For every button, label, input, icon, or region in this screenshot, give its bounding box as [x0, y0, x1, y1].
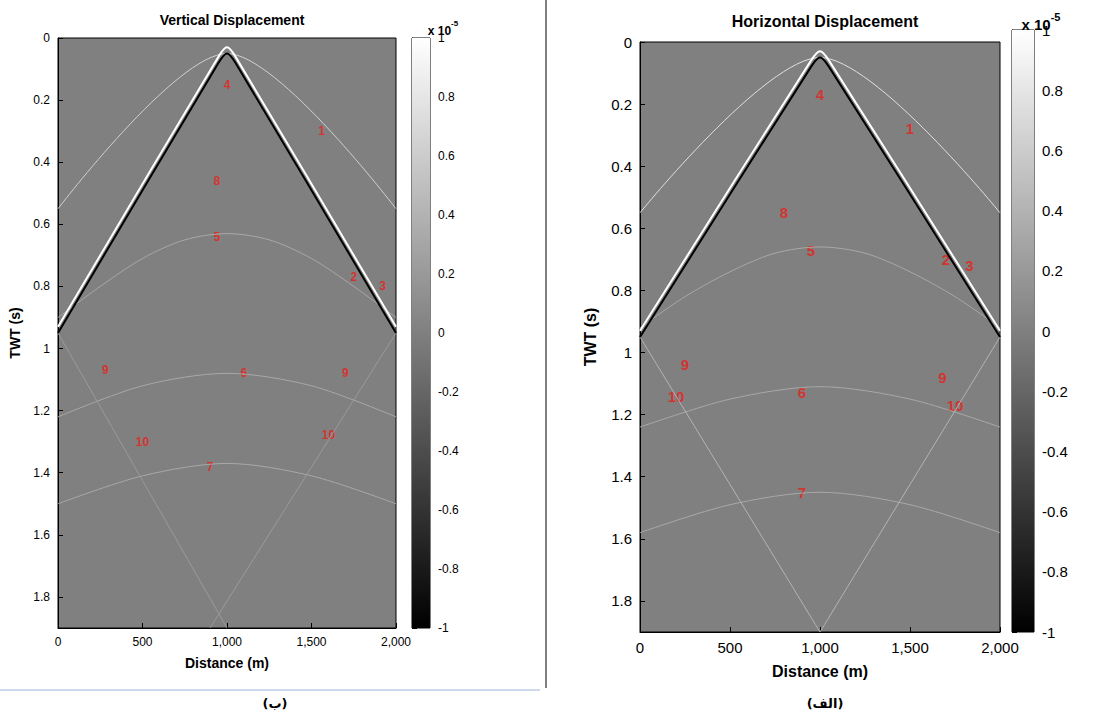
- svg-text:1: 1: [906, 120, 914, 137]
- svg-text:9: 9: [938, 369, 946, 386]
- svg-text:1: 1: [43, 342, 50, 356]
- svg-text:0: 0: [55, 635, 62, 649]
- svg-text:3: 3: [379, 279, 386, 293]
- svg-text:-0.4: -0.4: [1042, 443, 1068, 460]
- svg-text:0.8: 0.8: [611, 282, 632, 299]
- svg-text:TWT (s): TWT (s): [582, 308, 599, 367]
- svg-text:-5: -5: [451, 19, 459, 28]
- svg-text:1,000: 1,000: [801, 639, 839, 656]
- svg-text:0.6: 0.6: [33, 217, 50, 231]
- svg-text:0.2: 0.2: [438, 267, 455, 281]
- svg-text:8: 8: [214, 174, 221, 188]
- svg-text:6: 6: [240, 366, 248, 381]
- svg-text:-0.4: -0.4: [438, 444, 459, 458]
- svg-text:4: 4: [816, 86, 825, 103]
- svg-text:0: 0: [438, 326, 445, 340]
- svg-text:-0.6: -0.6: [1042, 503, 1068, 520]
- svg-text:0.8: 0.8: [438, 90, 455, 104]
- svg-text:500: 500: [132, 635, 152, 649]
- svg-text:3: 3: [965, 257, 973, 274]
- svg-text:0.6: 0.6: [438, 149, 455, 163]
- svg-text:0: 0: [1042, 323, 1050, 340]
- svg-text:x 10: x 10: [428, 24, 452, 38]
- svg-text:-5: -5: [1051, 11, 1061, 23]
- svg-text:0.2: 0.2: [1042, 262, 1063, 279]
- svg-text:7: 7: [207, 460, 214, 474]
- svg-text:9: 9: [102, 363, 109, 377]
- svg-text:0.4: 0.4: [438, 208, 455, 222]
- svg-text:x 10: x 10: [1022, 16, 1051, 33]
- svg-text:-1: -1: [438, 621, 449, 635]
- svg-text:1: 1: [624, 344, 632, 361]
- svg-text:-0.2: -0.2: [1042, 383, 1068, 400]
- svg-text:0: 0: [624, 34, 632, 51]
- svg-text:0: 0: [636, 639, 644, 656]
- svg-text:0.6: 0.6: [611, 220, 632, 237]
- svg-text:Distance (m): Distance (m): [185, 655, 269, 671]
- svg-text:0.8: 0.8: [33, 279, 50, 293]
- svg-text:-0.6: -0.6: [438, 503, 459, 517]
- svg-text:1,500: 1,500: [296, 635, 326, 649]
- svg-text:-0.8: -0.8: [438, 562, 459, 576]
- svg-text:0.4: 0.4: [611, 158, 632, 175]
- svg-text:(ب): (ب): [263, 696, 288, 711]
- svg-text:0.8: 0.8: [1042, 82, 1063, 99]
- svg-text:Distance (m): Distance (m): [772, 663, 868, 680]
- svg-text:0.4: 0.4: [1042, 202, 1063, 219]
- svg-text:1.8: 1.8: [33, 590, 50, 604]
- svg-text:4: 4: [224, 78, 231, 92]
- svg-text:500: 500: [717, 639, 742, 656]
- svg-text:10: 10: [321, 428, 336, 443]
- svg-text:9: 9: [342, 366, 349, 380]
- svg-text:1.6: 1.6: [611, 530, 632, 547]
- svg-text:1,500: 1,500: [891, 639, 929, 656]
- svg-text:1.4: 1.4: [33, 466, 50, 480]
- svg-text:1.2: 1.2: [33, 404, 50, 418]
- svg-text:5: 5: [807, 242, 815, 259]
- svg-text:-1: -1: [1042, 624, 1055, 641]
- svg-text:0.4: 0.4: [33, 155, 50, 169]
- svg-text:0.2: 0.2: [33, 93, 50, 107]
- svg-text:6: 6: [797, 384, 807, 402]
- svg-text:1.2: 1.2: [611, 406, 632, 423]
- svg-text:-0.8: -0.8: [1042, 563, 1068, 580]
- svg-text:1.6: 1.6: [33, 528, 50, 542]
- svg-text:2: 2: [942, 251, 950, 268]
- svg-text:10: 10: [136, 435, 150, 449]
- svg-text:Horizontal Displacement: Horizontal Displacement: [732, 13, 919, 30]
- svg-text:(الف): (الف): [807, 696, 844, 711]
- svg-text:0.2: 0.2: [611, 96, 632, 113]
- svg-text:5: 5: [214, 230, 221, 244]
- svg-text:1: 1: [318, 124, 325, 138]
- svg-text:10: 10: [667, 387, 685, 405]
- svg-text:10: 10: [946, 396, 964, 414]
- svg-text:2,000: 2,000: [381, 635, 411, 649]
- svg-text:1.4: 1.4: [611, 468, 632, 485]
- svg-text:0: 0: [43, 31, 50, 45]
- svg-text:2,000: 2,000: [981, 639, 1019, 656]
- svg-text:2: 2: [350, 270, 357, 284]
- svg-text:0.6: 0.6: [1042, 142, 1063, 159]
- svg-text:1,000: 1,000: [212, 635, 242, 649]
- svg-text:-0.2: -0.2: [438, 385, 459, 399]
- svg-text:9: 9: [681, 356, 689, 373]
- svg-text:TWT (s): TWT (s): [7, 307, 23, 358]
- svg-text:1.8: 1.8: [611, 592, 632, 609]
- svg-text:8: 8: [780, 204, 788, 221]
- svg-text:7: 7: [798, 484, 806, 501]
- svg-text:Vertical Displacement: Vertical Displacement: [160, 12, 305, 28]
